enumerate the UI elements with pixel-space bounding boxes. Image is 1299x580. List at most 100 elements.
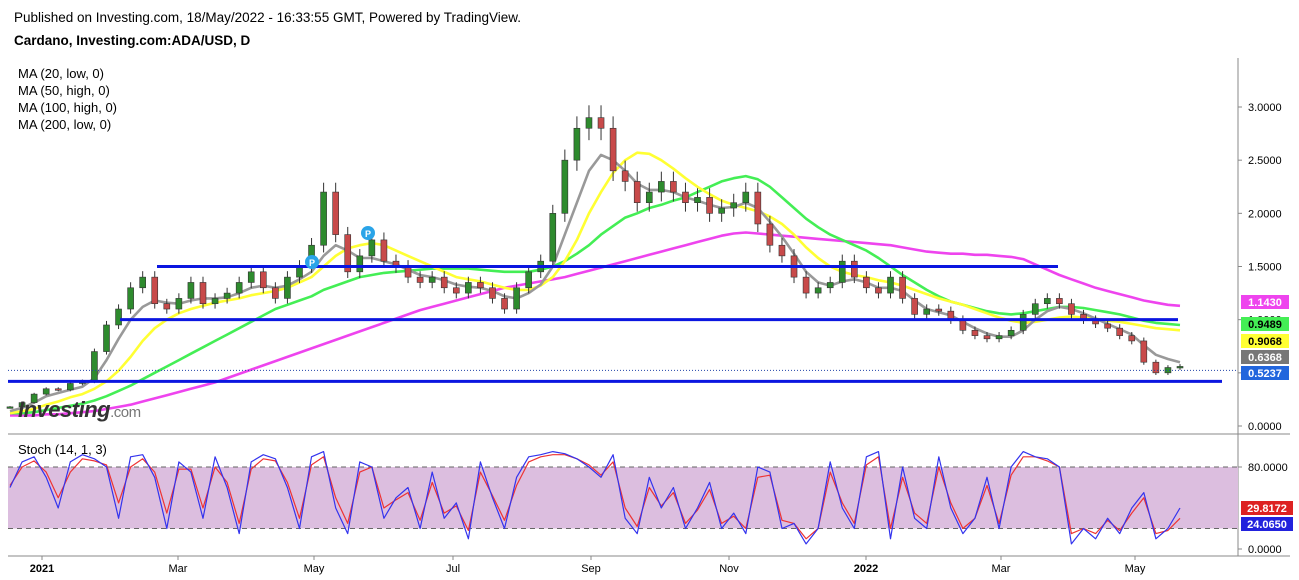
- price-value-badge: [1241, 334, 1289, 348]
- x-tick-label: Jul: [446, 563, 460, 575]
- candle-body: [6, 406, 14, 409]
- candle-body: [151, 276, 159, 305]
- candle-body: [440, 276, 448, 289]
- candle-body: [971, 329, 979, 336]
- pivot-marker-label: P: [365, 229, 371, 239]
- y-tick-label: 0.0000: [1248, 421, 1282, 433]
- candle-body: [187, 282, 195, 299]
- x-tick-label: Sep: [581, 563, 601, 575]
- candle-body: [561, 159, 569, 214]
- legend-ma-50[interactable]: MA (50, high, 0): [18, 83, 110, 98]
- x-tick-label: 2022: [854, 563, 878, 575]
- candle-body: [802, 276, 810, 294]
- candle-body: [428, 276, 436, 283]
- candle-body: [597, 117, 605, 129]
- candle-body: [645, 191, 653, 203]
- candle-body: [139, 276, 146, 289]
- stoch-tick-label: 80.0000: [1248, 462, 1288, 474]
- y-tick-label: 2.0000: [1248, 208, 1282, 220]
- price-value-badge-label: 0.5237: [1248, 368, 1282, 380]
- candle-body: [1128, 335, 1136, 342]
- candle-body: [1019, 314, 1027, 331]
- candle-body: [223, 292, 231, 299]
- investing-logo: Investing.com: [18, 397, 141, 422]
- candle-body: [863, 276, 870, 289]
- x-tick-label: Mar: [992, 563, 1011, 575]
- candle-body: [935, 308, 943, 312]
- candle-body: [489, 287, 496, 299]
- legend-ma-100[interactable]: MA (100, high, 0): [18, 100, 117, 115]
- candle-body: [585, 117, 593, 129]
- candle-body: [1152, 361, 1160, 374]
- candle-body: [501, 298, 508, 310]
- candle-body: [911, 298, 918, 315]
- candle-body: [694, 197, 701, 203]
- candle-body: [1007, 329, 1015, 336]
- x-tick-label: Mar: [169, 563, 188, 575]
- candle-body: [416, 276, 424, 283]
- pivot-marker-icon: [361, 226, 375, 240]
- candle-body: [706, 197, 713, 214]
- chart-symbol-title: Cardano, Investing.com:ADA/USD, D: [14, 33, 251, 48]
- candle-body: [983, 335, 991, 340]
- stoch-value-badge: [1241, 517, 1293, 531]
- candle-body: [259, 271, 267, 289]
- stoch-value-badge-label: 24.0650: [1247, 519, 1287, 531]
- candle-body: [814, 287, 822, 294]
- candle-body: [851, 260, 858, 278]
- candle-body: [115, 308, 122, 326]
- candle-body: [549, 213, 557, 262]
- candle-body: [452, 287, 460, 294]
- candle-body: [127, 287, 134, 310]
- candle-body: [1068, 303, 1075, 315]
- candle-body: [742, 191, 750, 203]
- candle-body: [513, 287, 520, 310]
- candle-body: [91, 351, 98, 382]
- published-info: Published on Investing.com, 18/May/2022 …: [14, 10, 522, 25]
- ma50-line: [9, 151, 1181, 415]
- candle-body: [380, 239, 388, 262]
- x-tick-label: May: [1125, 563, 1146, 575]
- candle-body: [1031, 303, 1039, 315]
- candle-body: [1164, 367, 1172, 374]
- candle-body: [30, 393, 38, 403]
- candle-body: [899, 276, 906, 299]
- candle-body: [887, 276, 894, 294]
- candle-body: [609, 127, 617, 172]
- candle-body: [272, 287, 279, 299]
- candle-body: [235, 282, 243, 294]
- price-value-badge: [1241, 317, 1289, 331]
- candle-body: [826, 282, 834, 289]
- legend-ma-200[interactable]: MA (200, low, 0): [18, 117, 112, 132]
- candle-body: [730, 202, 738, 209]
- candle-body: [163, 303, 171, 310]
- candle-body: [875, 287, 882, 294]
- price-value-badge-label: 0.9489: [1248, 319, 1282, 331]
- candle-body: [477, 282, 484, 289]
- price-value-badge-label: 1.1430: [1248, 297, 1282, 309]
- stoch-tick-label: 0.0000: [1248, 544, 1282, 556]
- pivot-marker-label: P: [309, 258, 315, 268]
- candle-body: [175, 298, 183, 310]
- pivot-marker-icon: [305, 255, 319, 269]
- candle-body: [718, 207, 725, 214]
- stoch-label[interactable]: Stoch (14, 1, 3): [18, 442, 107, 457]
- y-tick-label: 1.5000: [1248, 262, 1282, 274]
- candle-body: [67, 383, 74, 391]
- price-value-badge: [1241, 295, 1289, 309]
- ma20-line: [9, 153, 1181, 413]
- candle-body: [465, 282, 472, 294]
- price-value-badge: [1241, 366, 1289, 380]
- x-tick-label: May: [304, 563, 325, 575]
- candle-body: [766, 223, 774, 246]
- price-value-badge: [1241, 350, 1289, 364]
- candle-body: [633, 181, 641, 204]
- candle-body: [404, 266, 412, 278]
- candle-body: [344, 234, 352, 273]
- candle-body: [1176, 366, 1184, 369]
- candle-body: [1056, 298, 1063, 305]
- legend-ma-20[interactable]: MA (20, low, 0): [18, 66, 104, 81]
- candle-body: [1044, 298, 1051, 305]
- candle-body: [1116, 327, 1123, 336]
